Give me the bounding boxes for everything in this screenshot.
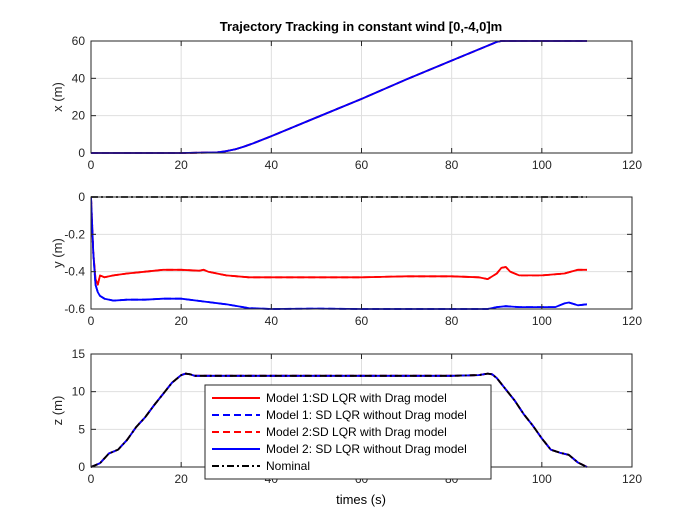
- x-axis-label: times (s): [336, 492, 386, 507]
- y-axis-label: y (m): [50, 238, 65, 268]
- y-tick-label: 5: [78, 422, 85, 436]
- x-tick-label: 100: [532, 314, 552, 328]
- x-tick-label: 40: [265, 158, 279, 172]
- x-tick-label: 120: [622, 158, 642, 172]
- chart-title: Trajectory Tracking in constant wind [0,…: [220, 19, 502, 34]
- legend: Model 1:SD LQR with Drag model Model 1: S…: [204, 384, 492, 480]
- y-tick-label: 10: [72, 385, 86, 399]
- y-tick-label: 40: [72, 71, 86, 85]
- legend-label: Model 2:SD LQR with Drag model: [266, 425, 447, 439]
- x-tick-label: 0: [88, 472, 95, 486]
- legend-box: [204, 384, 492, 480]
- subplot-2: 0 20 40 60 80 100 120 -0.6 -0.4 -0.2 0 y (m): [50, 190, 642, 328]
- y-tick-label: -0.2: [64, 227, 85, 241]
- x-tick-label: 0: [88, 158, 95, 172]
- y-tick-label: 0: [78, 460, 85, 474]
- y-tick-label: -0.6: [64, 302, 85, 316]
- y-tick-label: 0: [78, 146, 85, 160]
- y-tick-label: 60: [72, 34, 86, 48]
- y-tick-label: 15: [72, 347, 86, 361]
- y-axis-label: x (m): [50, 82, 65, 112]
- x-tick-label: 100: [532, 472, 552, 486]
- x-tick-label: 20: [174, 314, 188, 328]
- subplot-1: 0 20 40 60 80 100 120 0 20 40 60 x (m): [50, 34, 642, 172]
- x-tick-label: 40: [265, 314, 279, 328]
- x-tick-label: 20: [174, 472, 188, 486]
- series-line-3: [91, 196, 587, 286]
- x-tick-label: 100: [532, 158, 552, 172]
- legend-label: Model 1:SD LQR with Drag model: [266, 391, 447, 405]
- x-tick-label: 60: [355, 158, 369, 172]
- x-tick-label: 60: [355, 314, 369, 328]
- legend-label: Model 2: SD LQR without Drag model: [266, 442, 467, 456]
- series-group: [91, 372, 588, 468]
- x-tick-label: 80: [445, 314, 459, 328]
- y-tick-label: 0: [78, 190, 85, 204]
- x-tick-label: 120: [622, 472, 642, 486]
- series-line-5: [91, 372, 588, 468]
- x-tick-label: 0: [88, 314, 95, 328]
- x-tick-label: 80: [445, 158, 459, 172]
- x-tick-label: 20: [174, 158, 188, 172]
- legend-label: Nominal: [266, 459, 310, 473]
- legend-label: Model 1: SD LQR without Drag model: [266, 408, 467, 422]
- y-tick-label: -0.4: [64, 265, 85, 279]
- y-axis-label: z (m): [50, 396, 65, 426]
- y-tick-label: 20: [72, 109, 86, 123]
- x-tick-label: 120: [622, 314, 642, 328]
